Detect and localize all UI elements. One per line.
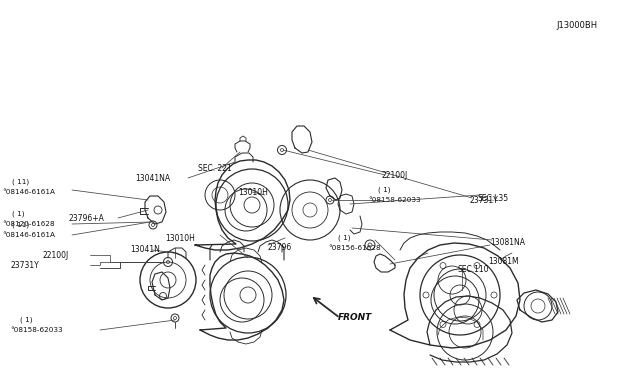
Text: °08156-61628: °08156-61628 [328,245,381,251]
Text: ( 1): ( 1) [12,211,24,217]
Text: °08120-61628: °08120-61628 [2,221,54,227]
Text: 13081M: 13081M [488,257,518,266]
Text: ( 1): ( 1) [378,187,390,193]
Text: °08146-6161A: °08146-6161A [2,189,55,195]
Text: SEC. 221: SEC. 221 [198,164,232,173]
Text: 23796+A: 23796+A [68,214,104,222]
Text: 13081NA: 13081NA [490,237,525,247]
Text: J13000BH: J13000BH [556,20,597,29]
Text: FRONT: FRONT [338,314,372,323]
Text: 22100J: 22100J [382,170,408,180]
Text: ( 1): ( 1) [338,235,351,241]
Text: SEC.110: SEC.110 [458,266,490,275]
Text: °08146-6161A: °08146-6161A [2,232,55,238]
Text: 13010H: 13010H [165,234,195,243]
Text: ( 11): ( 11) [12,179,29,185]
Text: 22100J: 22100J [42,251,68,260]
Text: 13041N: 13041N [130,246,160,254]
Text: ( 11): ( 11) [12,222,29,228]
Text: SEC.L35: SEC.L35 [478,193,509,202]
Text: 13010H: 13010H [238,187,268,196]
Text: °08158-62033: °08158-62033 [368,197,420,203]
Text: 23731Y: 23731Y [10,260,39,269]
Text: 13041NA: 13041NA [135,173,170,183]
Text: 23731Y: 23731Y [470,196,499,205]
Text: 23796: 23796 [268,244,292,253]
Text: ( 1): ( 1) [20,317,33,323]
Text: °08158-62033: °08158-62033 [10,327,63,333]
